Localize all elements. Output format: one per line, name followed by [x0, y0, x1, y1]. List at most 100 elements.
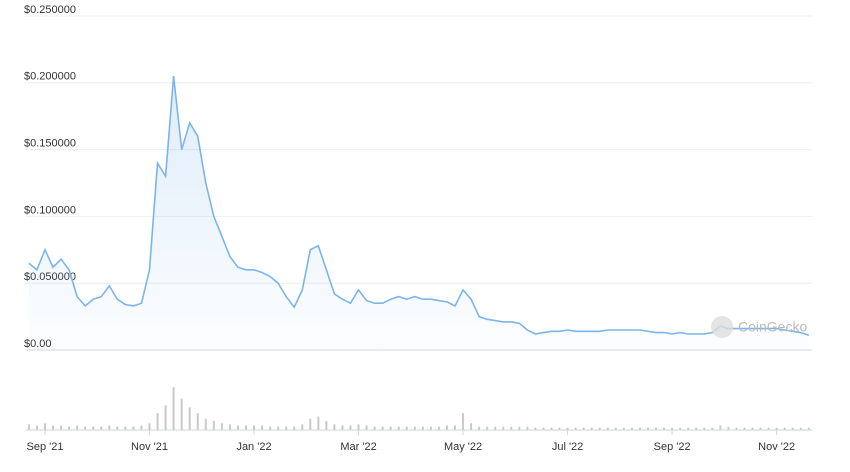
watermark-logo — [711, 316, 733, 338]
volume-bar — [116, 426, 119, 430]
volume-bar — [550, 427, 553, 430]
volume-bar — [486, 426, 489, 430]
volume-bar — [92, 426, 95, 430]
volume-bar — [494, 426, 497, 430]
volume-bar — [638, 427, 641, 430]
volume-bar — [421, 426, 424, 430]
volume-bar — [735, 427, 738, 430]
volume-bar — [204, 418, 207, 430]
volume-bar — [309, 418, 312, 430]
price-line — [28, 76, 810, 337]
volume-bar — [253, 425, 256, 430]
watermark: CoinGecko — [738, 319, 807, 335]
volume-bar — [212, 421, 215, 430]
volume-bar — [172, 387, 175, 430]
volume-bar — [405, 426, 408, 430]
volume-bar — [695, 427, 698, 430]
volume-bar — [566, 427, 569, 430]
volume-bar — [606, 427, 609, 430]
volume-bar — [373, 426, 376, 430]
y-tick-label: $0.150000 — [24, 138, 76, 150]
volume-bar — [542, 427, 545, 430]
volume-bar — [132, 426, 135, 430]
volume-bar — [293, 426, 296, 430]
volume-bar — [164, 405, 167, 430]
volume-bar — [381, 426, 384, 430]
x-tick-label: Nov '22 — [758, 441, 795, 453]
volume-bar — [655, 427, 658, 430]
volume-bar — [301, 424, 304, 430]
volume-bar — [180, 398, 183, 430]
volume-bar — [333, 424, 336, 430]
volume-bar — [478, 426, 481, 430]
volume-bar — [574, 427, 577, 430]
volume-bar — [437, 426, 440, 430]
volume-bar — [518, 426, 521, 430]
volume-bar — [220, 423, 223, 430]
x-tick-label: Jan '22 — [236, 441, 271, 453]
volume-bar — [397, 426, 400, 430]
x-tick-label: Jul '22 — [552, 441, 583, 453]
y-tick-label: $0.250000 — [24, 4, 76, 16]
volume-bar — [671, 427, 674, 430]
volume-bar — [711, 427, 714, 430]
volume-bar — [582, 427, 585, 430]
volume-bar — [462, 413, 465, 430]
volume-bar — [389, 426, 392, 430]
volume-bar — [526, 426, 529, 430]
volume-bar — [188, 407, 191, 430]
x-tick-label: Sep '22 — [654, 441, 691, 453]
volume-bar — [68, 426, 71, 430]
volume-bar — [325, 421, 328, 430]
volume-bar — [622, 427, 625, 430]
x-tick-label: May '22 — [444, 441, 482, 453]
volume-bar — [719, 425, 722, 430]
volume-bar — [43, 423, 46, 430]
volume-bar — [285, 426, 288, 430]
y-tick-label: $0.100000 — [24, 204, 76, 216]
volume-bar — [148, 423, 151, 430]
x-tick-label: Sep '21 — [26, 441, 63, 453]
volume-bar — [156, 413, 159, 430]
volume-bar — [445, 425, 448, 430]
volume-bar — [759, 427, 762, 430]
volume-bar — [124, 426, 127, 430]
volume-bar — [196, 413, 199, 430]
volume-bar — [646, 427, 649, 430]
volume-bar — [100, 426, 103, 430]
price-area — [28, 76, 809, 350]
volume-bar — [52, 425, 55, 430]
volume-bar — [341, 425, 344, 430]
volume-bar — [269, 426, 272, 430]
volume-bar — [349, 425, 352, 430]
volume-bar — [751, 427, 754, 430]
volume-bar — [60, 425, 63, 430]
volume-bar — [357, 424, 360, 430]
volume-bar — [727, 426, 730, 430]
volume-bar — [317, 416, 320, 430]
volume-bar — [228, 424, 231, 430]
volume-bar — [783, 427, 786, 430]
volume-bar — [663, 427, 666, 430]
volume-bar — [35, 425, 38, 430]
volume-bar — [799, 427, 802, 430]
volume-bar — [454, 425, 457, 430]
volume-bar — [743, 427, 746, 430]
volume-bar — [510, 426, 513, 430]
volume-bar — [236, 425, 239, 430]
volume-bar — [470, 423, 473, 430]
volume-bar — [534, 427, 537, 430]
volume-bar — [703, 427, 706, 430]
volume-bar — [590, 427, 593, 430]
volume-bar — [27, 424, 30, 430]
volume-bar — [413, 426, 416, 430]
volume-bar — [76, 425, 79, 430]
volume-bar — [108, 425, 111, 430]
volume-bar — [429, 426, 432, 430]
volume-bar — [687, 427, 690, 430]
volume-bar — [791, 427, 794, 430]
volume-bar — [630, 427, 633, 430]
y-tick-label: $0.200000 — [24, 71, 76, 83]
